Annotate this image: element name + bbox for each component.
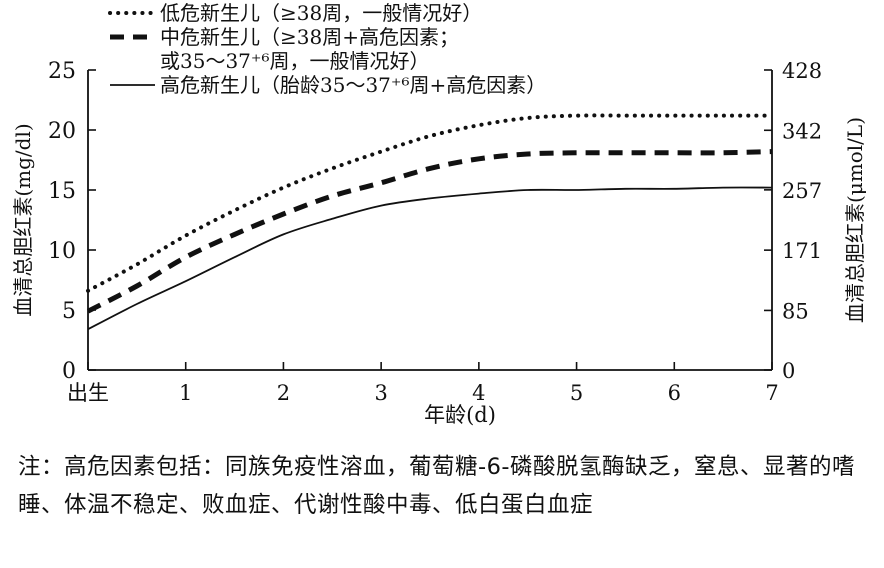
y-right-tick-label: 428 [782, 59, 822, 83]
y-right-tick-label: 342 [782, 119, 822, 143]
series-line-dotted [86, 113, 774, 293]
y-axis-right-title: 血清总胆红素(μmol/L) [843, 117, 867, 323]
legend-label: 中危新生儿（≥38周+高危因素； [160, 25, 459, 49]
x-tick-label: 1 [179, 381, 192, 405]
y-left-tick-label: 0 [62, 359, 76, 384]
chart-axes: 0 5 10 15 20 25 0 85 171 257 342 428 出生 1 2 3 4 5 6 7 年龄(d) 血… [11, 59, 867, 427]
y-left-tick-label: 15 [48, 179, 76, 204]
chart-series [86, 113, 774, 330]
legend-label: 或35～37⁺⁶周，一般情况好） [160, 49, 429, 73]
series-line-solid [87, 186, 773, 330]
y-right-tick-label: 0 [782, 359, 795, 383]
x-tick-label: 5 [570, 381, 583, 405]
y-axis-left-title: 血清总胆红素(mg/dl) [11, 123, 35, 316]
series-line-dashed [86, 149, 773, 314]
legend-label: 低危新生儿（≥38周，一般情况好） [160, 1, 482, 25]
y-right-tick-label: 171 [782, 239, 822, 263]
y-right-tick-label: 257 [782, 179, 822, 203]
chart-legend: 低危新生儿（≥38周，一般情况好）中危新生儿（≥38周+高危因素；或35～37⁺… [108, 1, 546, 97]
x-tick-label: 2 [277, 381, 290, 405]
footnote-risk-factors: 注：高危因素包括：同族免疫性溶血，葡萄糖-6-磷酸脱氢酶缺乏，窒息、显著的嗜睡、… [18, 454, 856, 518]
x-tick-label: 4 [472, 381, 485, 405]
x-axis-title: 年龄(d) [424, 403, 496, 427]
y-left-tick-label: 25 [48, 59, 76, 84]
legend-label: 高危新生儿（胎龄35～37⁺⁶周+高危因素） [160, 73, 546, 97]
bilirubin-threshold-chart: 0 5 10 15 20 25 0 85 171 257 342 428 出生 1 2 3 4 5 6 7 年龄(d) 血… [11, 1, 867, 427]
x-tick-label: 7 [765, 381, 778, 405]
y-right-tick-label: 85 [782, 299, 809, 323]
y-left-tick-label: 10 [48, 239, 76, 264]
x-tick-label: 6 [668, 381, 681, 405]
x-tick-label: 出生 [67, 381, 109, 405]
y-left-tick-label: 5 [62, 299, 76, 324]
x-tick-label: 3 [374, 381, 387, 405]
y-left-tick-label: 20 [48, 119, 76, 144]
